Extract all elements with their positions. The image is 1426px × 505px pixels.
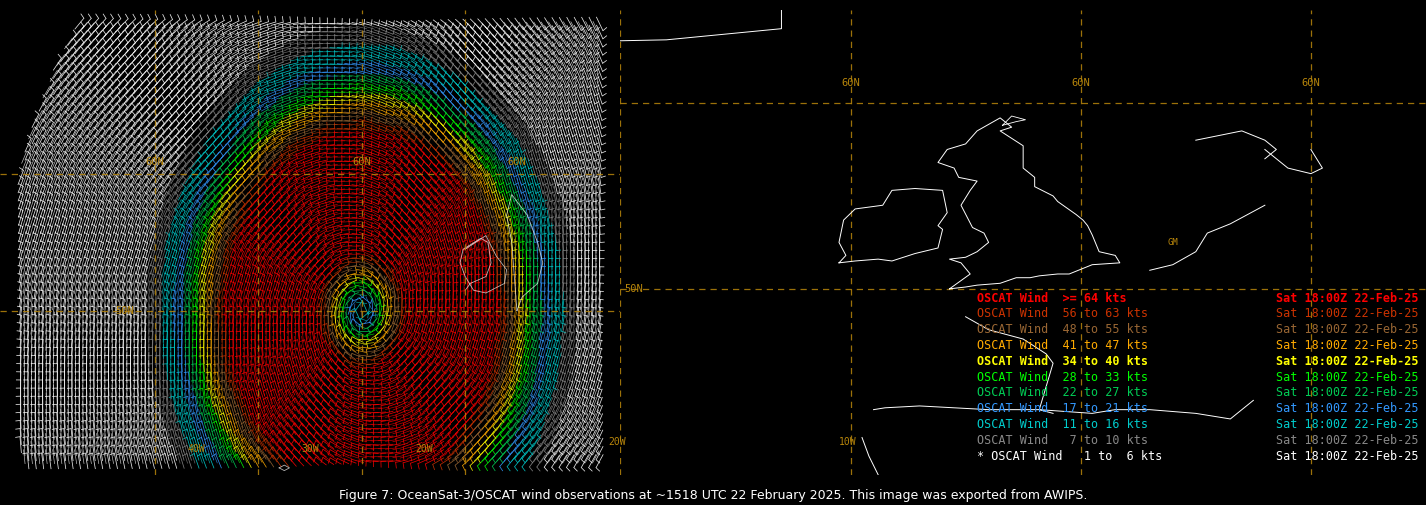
- Text: OSCAT Wind   7 to 10 kts: OSCAT Wind 7 to 10 kts: [977, 434, 1148, 447]
- Text: 20W: 20W: [415, 444, 432, 454]
- Text: OSCAT Wind  56 to 63 kts: OSCAT Wind 56 to 63 kts: [977, 308, 1148, 321]
- Text: 30W: 30W: [301, 444, 319, 454]
- Text: 60N: 60N: [352, 157, 371, 167]
- Text: Sat 18:00Z 22-Feb-25: Sat 18:00Z 22-Feb-25: [1276, 323, 1419, 336]
- Text: OSCAT Wind  >= 64 kts: OSCAT Wind >= 64 kts: [977, 292, 1127, 305]
- Text: Sat 18:00Z 22-Feb-25: Sat 18:00Z 22-Feb-25: [1276, 292, 1419, 305]
- Text: Sat 18:00Z 22-Feb-25: Sat 18:00Z 22-Feb-25: [1276, 355, 1419, 368]
- Text: Sat 18:00Z 22-Feb-25: Sat 18:00Z 22-Feb-25: [1276, 418, 1419, 431]
- Text: Sat 18:00Z 22-Feb-25: Sat 18:00Z 22-Feb-25: [1276, 434, 1419, 447]
- Text: Sat 18:00Z 22-Feb-25: Sat 18:00Z 22-Feb-25: [1276, 371, 1419, 384]
- Text: 20W: 20W: [609, 437, 626, 447]
- Text: OSCAT Wind  11 to 16 kts: OSCAT Wind 11 to 16 kts: [977, 418, 1148, 431]
- Text: Sat 18:00Z 22-Feb-25: Sat 18:00Z 22-Feb-25: [1276, 386, 1419, 399]
- Text: * OSCAT Wind   1 to  6 kts: * OSCAT Wind 1 to 6 kts: [977, 449, 1162, 463]
- Text: Sat 18:00Z 22-Feb-25: Sat 18:00Z 22-Feb-25: [1276, 339, 1419, 352]
- Text: 60N: 60N: [1302, 78, 1320, 88]
- Text: 60N: 60N: [145, 157, 164, 167]
- Text: Sat 18:00Z 22-Feb-25: Sat 18:00Z 22-Feb-25: [1276, 402, 1419, 415]
- Text: GM: GM: [1168, 238, 1178, 247]
- Text: Sat 18:00Z 22-Feb-25: Sat 18:00Z 22-Feb-25: [1276, 449, 1419, 463]
- Text: OSCAT Wind  17 to 21 kts: OSCAT Wind 17 to 21 kts: [977, 402, 1148, 415]
- Text: 60N: 60N: [841, 78, 860, 88]
- Text: OSCAT Wind  41 to 47 kts: OSCAT Wind 41 to 47 kts: [977, 339, 1148, 352]
- Text: Figure 7: OceanSat-3/OSCAT wind observations at ~1518 UTC 22 February 2025. This: Figure 7: OceanSat-3/OSCAT wind observat…: [339, 489, 1087, 502]
- Text: 50N: 50N: [116, 306, 134, 316]
- Text: OSCAT Wind  34 to 40 kts: OSCAT Wind 34 to 40 kts: [977, 355, 1148, 368]
- Text: 60N: 60N: [508, 157, 526, 167]
- Text: 10W: 10W: [838, 437, 857, 447]
- Text: Sat 18:00Z 22-Feb-25: Sat 18:00Z 22-Feb-25: [1276, 308, 1419, 321]
- Text: 40W: 40W: [188, 444, 205, 454]
- Text: 60N: 60N: [1071, 78, 1089, 88]
- Text: OSCAT Wind  22 to 27 kts: OSCAT Wind 22 to 27 kts: [977, 386, 1148, 399]
- Text: OSCAT Wind  28 to 33 kts: OSCAT Wind 28 to 33 kts: [977, 371, 1148, 384]
- Text: OSCAT Wind  48 to 55 kts: OSCAT Wind 48 to 55 kts: [977, 323, 1148, 336]
- Text: 50N: 50N: [625, 284, 643, 294]
